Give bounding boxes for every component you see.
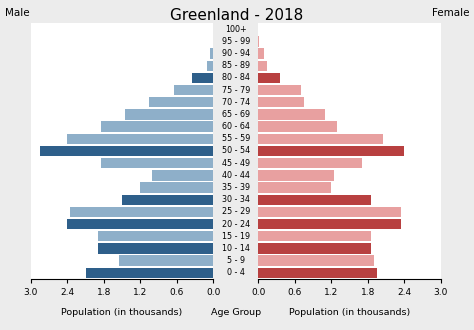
Text: Age Group: Age Group <box>211 308 261 317</box>
Text: Female: Female <box>432 8 469 18</box>
Text: 55 - 59: 55 - 59 <box>222 134 250 143</box>
Bar <box>258 97 304 108</box>
Bar <box>101 158 213 168</box>
Text: 90 - 94: 90 - 94 <box>222 49 250 58</box>
Text: 20 - 24: 20 - 24 <box>222 219 250 229</box>
Bar <box>86 268 213 278</box>
Bar <box>258 85 301 95</box>
Text: 10 - 14: 10 - 14 <box>222 244 250 253</box>
Bar <box>258 146 404 156</box>
Bar <box>258 194 371 205</box>
Bar <box>258 219 401 229</box>
Text: 75 - 79: 75 - 79 <box>222 85 250 95</box>
Text: 45 - 49: 45 - 49 <box>222 159 250 168</box>
Text: 0 - 4: 0 - 4 <box>227 268 245 277</box>
Bar <box>258 73 280 83</box>
Bar <box>210 49 213 59</box>
Bar <box>207 60 213 71</box>
Bar <box>140 182 213 193</box>
Text: 65 - 69: 65 - 69 <box>222 110 250 119</box>
Text: 15 - 19: 15 - 19 <box>222 232 250 241</box>
Text: 95 - 99: 95 - 99 <box>222 37 250 46</box>
Bar <box>40 146 213 156</box>
Bar <box>258 182 331 193</box>
Bar <box>258 170 334 181</box>
Bar <box>258 207 401 217</box>
Bar <box>258 268 377 278</box>
Bar <box>258 134 383 144</box>
Bar <box>125 109 213 119</box>
Text: 80 - 84: 80 - 84 <box>222 73 250 82</box>
Text: 100+: 100+ <box>225 25 246 34</box>
Bar <box>258 255 374 266</box>
Text: Male: Male <box>5 8 29 18</box>
Bar <box>98 231 213 242</box>
Bar <box>192 73 213 83</box>
Bar <box>70 207 213 217</box>
Bar <box>122 194 213 205</box>
Text: Population (in thousands): Population (in thousands) <box>289 308 410 317</box>
Bar <box>101 121 213 132</box>
Text: 50 - 54: 50 - 54 <box>222 147 250 155</box>
Bar <box>67 134 213 144</box>
Text: 85 - 89: 85 - 89 <box>222 61 250 70</box>
Text: 5 - 9: 5 - 9 <box>227 256 245 265</box>
Bar <box>153 170 213 181</box>
Bar <box>258 121 337 132</box>
Bar <box>119 255 213 266</box>
Bar <box>98 243 213 253</box>
Bar <box>258 158 362 168</box>
Text: 25 - 29: 25 - 29 <box>222 207 250 216</box>
Bar <box>258 36 259 47</box>
Text: 70 - 74: 70 - 74 <box>222 98 250 107</box>
Text: Greenland - 2018: Greenland - 2018 <box>170 8 304 23</box>
Bar <box>174 85 213 95</box>
Bar <box>149 97 213 108</box>
Text: 60 - 64: 60 - 64 <box>222 122 250 131</box>
Bar <box>258 109 325 119</box>
Text: 30 - 34: 30 - 34 <box>222 195 250 204</box>
Text: 40 - 44: 40 - 44 <box>222 171 250 180</box>
Bar <box>258 49 264 59</box>
Bar <box>67 219 213 229</box>
Bar <box>258 231 371 242</box>
Text: 35 - 39: 35 - 39 <box>222 183 250 192</box>
Bar <box>258 60 267 71</box>
Bar <box>258 243 371 253</box>
Text: Population (in thousands): Population (in thousands) <box>62 308 182 317</box>
